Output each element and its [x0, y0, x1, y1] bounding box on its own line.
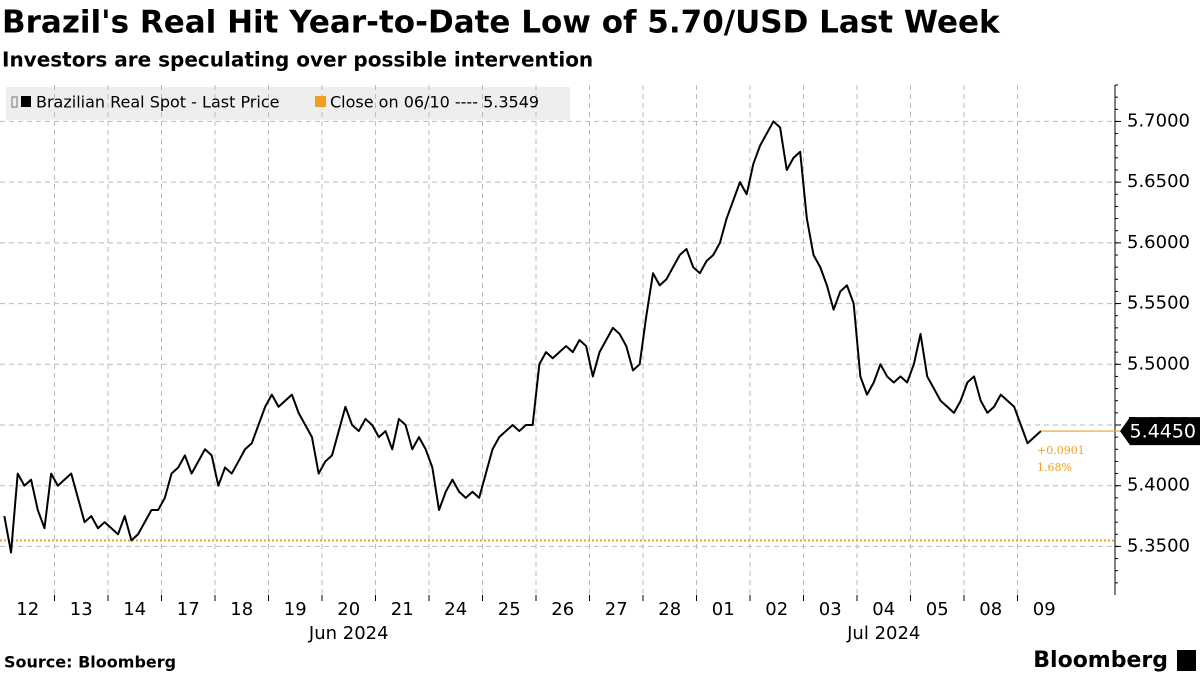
- x-tick-label: 05: [926, 599, 949, 620]
- x-tick-label: 28: [658, 599, 681, 620]
- last-price-box: [1120, 417, 1200, 446]
- x-tick-label: 20: [337, 599, 360, 620]
- x-tick-label: 01: [712, 599, 735, 620]
- x-tick-label: 14: [123, 599, 146, 620]
- legend-swatch: [21, 96, 31, 107]
- x-tick-label: 26: [551, 599, 574, 620]
- y-tick-label: 5.4000: [1127, 475, 1190, 496]
- brand-icon: [1177, 650, 1196, 671]
- legend-label: Close on 06/10 ---- 5.3549: [330, 93, 539, 112]
- month-label: Jun 2024: [308, 623, 389, 644]
- x-tick-label: 18: [230, 599, 253, 620]
- chart-subtitle: Investors are speculating over possible …: [2, 48, 593, 72]
- x-tick-label: 25: [498, 599, 521, 620]
- x-tick-label: 17: [177, 599, 200, 620]
- x-tick-label: 24: [444, 599, 467, 620]
- y-tick-label: 5.6500: [1127, 171, 1190, 192]
- change-annotation: +0.0901: [1037, 444, 1085, 457]
- month-label: Jul 2024: [846, 623, 920, 644]
- change-annotation: 1.68%: [1037, 461, 1072, 474]
- x-tick-label: 12: [16, 599, 39, 620]
- y-tick-label: 5.5000: [1127, 353, 1190, 374]
- legend-swatch: [315, 96, 326, 107]
- last-price-label: 5.4450: [1130, 421, 1196, 443]
- x-tick-label: 03: [819, 599, 842, 620]
- x-tick-label: 09: [1033, 599, 1056, 620]
- x-tick-label: 08: [979, 599, 1002, 620]
- legend-icon-small: [11, 96, 18, 108]
- x-tick-label: 27: [605, 599, 628, 620]
- brand: Bloomberg: [1033, 648, 1168, 673]
- x-tick-label: 21: [391, 599, 414, 620]
- x-tick-label: 02: [765, 599, 788, 620]
- x-tick-label: 04: [872, 599, 895, 620]
- chart-title: Brazil's Real Hit Year-to-Date Low of 5.…: [2, 5, 1001, 41]
- source: Source: Bloomberg: [4, 653, 176, 672]
- legend-box: [6, 87, 570, 120]
- y-tick-label: 5.7000: [1127, 110, 1190, 131]
- y-tick-label: 5.5500: [1127, 293, 1190, 314]
- legend-label: Brazilian Real Spot - Last Price: [36, 93, 279, 112]
- price-line: [3, 120, 1042, 554]
- y-tick-label: 5.3500: [1127, 535, 1190, 556]
- x-tick-label: 19: [284, 599, 307, 620]
- x-tick-label: 13: [70, 599, 93, 620]
- y-tick-label: 5.6000: [1127, 232, 1190, 253]
